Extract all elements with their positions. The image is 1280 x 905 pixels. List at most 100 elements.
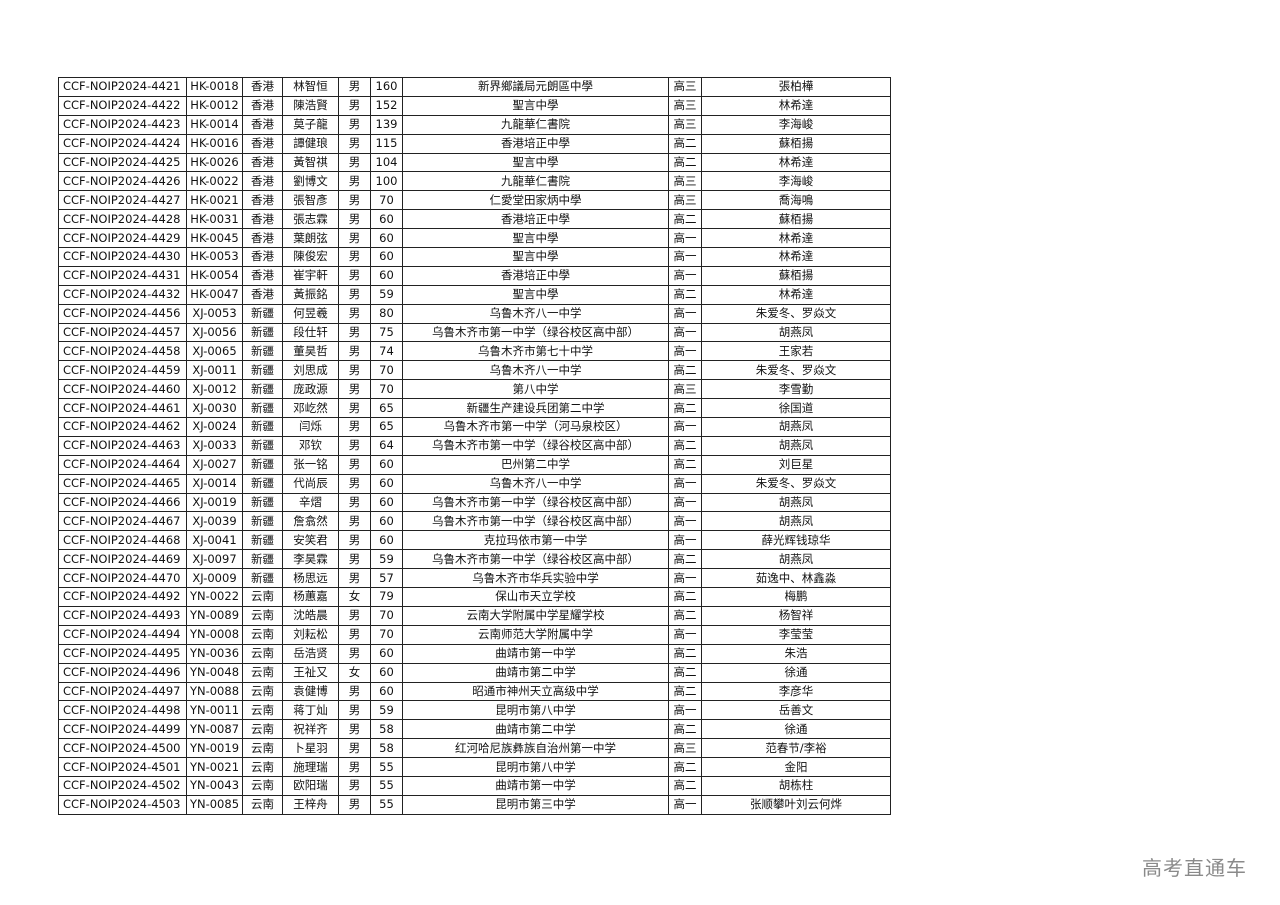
grade-cell: 高一 <box>668 624 702 645</box>
score-cell: 70 <box>370 379 403 400</box>
name-cell: 陳浩賢 <box>282 95 339 116</box>
school-cell: 乌鲁木齐八一中学 <box>402 303 669 324</box>
table-row: CCF-NOIP2024-4494 YN-0008 云南 刘耘松男 70 云南师范大学附属… <box>58 624 891 645</box>
region-cell: 云南 <box>242 643 283 664</box>
contestant-id-cell: CCF-NOIP2024-4499 <box>58 719 187 740</box>
score-cell: 60 <box>370 530 403 551</box>
name-cell: 刘思成 <box>282 360 339 381</box>
score-cell: 60 <box>370 643 403 664</box>
table-row: CCF-NOIP2024-4500 YN-0019 云南 卜星羽男 58 红河哈尼族彝族自… <box>58 738 891 759</box>
teacher-cell: 林希達 <box>701 152 891 173</box>
table-row: CCF-NOIP2024-4461 XJ-0030 新疆 邓屹然男 65 新疆生产建设兵团… <box>58 398 891 419</box>
gender-cell: 男 <box>338 681 371 702</box>
teacher-cell: 王家若 <box>701 341 891 362</box>
code-cell: YN-0085 <box>186 794 243 815</box>
region-cell: 香港 <box>242 209 283 230</box>
table-row: CCF-NOIP2024-4495 YN-0036 云南 岳浩贤男 60 曲靖市第一中学高… <box>58 643 891 664</box>
region-cell: 新疆 <box>242 341 283 362</box>
table-row: CCF-NOIP2024-4463 XJ-0033 新疆 邓钦男 64 乌鲁木齐市第一中学… <box>58 435 891 456</box>
name-cell: 沈皓晨 <box>282 605 339 626</box>
table-row: CCF-NOIP2024-4503 YN-0085 云南 王梓舟男 55 昆明市第三中学高… <box>58 794 891 815</box>
name-cell: 黃振銘 <box>282 284 339 305</box>
gender-cell: 女 <box>338 662 371 683</box>
code-cell: XJ-0011 <box>186 360 243 381</box>
code-cell: HK-0014 <box>186 114 243 135</box>
teacher-cell: 喬海鳴 <box>701 190 891 211</box>
score-cell: 60 <box>370 681 403 702</box>
contestant-id-cell: CCF-NOIP2024-4459 <box>58 360 187 381</box>
teacher-cell: 杨智祥 <box>701 605 891 626</box>
grade-cell: 高一 <box>668 511 702 532</box>
code-cell: YN-0036 <box>186 643 243 664</box>
table-row: CCF-NOIP2024-4428 HK-0031 香港 張志霖男 60 香港培正中學 高二… <box>58 209 891 230</box>
region-cell: 云南 <box>242 624 283 645</box>
region-cell: 香港 <box>242 171 283 192</box>
name-cell: 崔宇軒 <box>282 265 339 286</box>
contestant-id-cell: CCF-NOIP2024-4498 <box>58 700 187 721</box>
score-cell: 115 <box>370 133 403 154</box>
name-cell: 蒋丁灿 <box>282 700 339 721</box>
contestant-id-cell: CCF-NOIP2024-4465 <box>58 473 187 494</box>
region-cell: 云南 <box>242 794 283 815</box>
score-cell: 55 <box>370 794 403 815</box>
table-row: CCF-NOIP2024-4462 XJ-0024 新疆 闫烁男 65 乌鲁木齐市第一中学… <box>58 417 891 437</box>
code-cell: XJ-0053 <box>186 303 243 324</box>
region-cell: 香港 <box>242 228 283 249</box>
score-cell: 60 <box>370 454 403 475</box>
table-row: CCF-NOIP2024-4457 XJ-0056 新疆 段仕轩男 75 乌鲁木齐市第一中… <box>58 322 891 343</box>
region-cell: 新疆 <box>242 568 283 589</box>
table-row: CCF-NOIP2024-4470 XJ-0009 新疆 杨思远男 57 乌鲁木齐市华兵实… <box>58 568 891 589</box>
table-row: CCF-NOIP2024-4464 XJ-0027 新疆 张一铭男 60 巴州第二中学 高二… <box>58 454 891 475</box>
teacher-cell: 林希達 <box>701 284 891 305</box>
school-cell: 昭通市神州天立高级中学 <box>402 681 669 702</box>
teacher-cell: 胡燕凤 <box>701 511 891 532</box>
region-cell: 云南 <box>242 587 283 607</box>
code-cell: XJ-0014 <box>186 473 243 494</box>
region-cell: 香港 <box>242 77 283 97</box>
code-cell: YN-0011 <box>186 700 243 721</box>
school-cell: 聖言中學 <box>402 247 669 267</box>
gender-cell: 女 <box>338 587 371 607</box>
table-row: CCF-NOIP2024-4422 HK-0012 香港 陳浩賢男 152 聖言中學 高三林… <box>58 95 891 116</box>
contestant-id-cell: CCF-NOIP2024-4423 <box>58 114 187 135</box>
code-cell: HK-0018 <box>186 77 243 97</box>
table-row: CCF-NOIP2024-4458 XJ-0065 新疆 董昊哲男 74 乌鲁木齐市第七十… <box>58 341 891 362</box>
grade-cell: 高一 <box>668 265 702 286</box>
region-cell: 云南 <box>242 775 283 796</box>
gender-cell: 男 <box>338 549 371 570</box>
gender-cell: 男 <box>338 624 371 645</box>
code-cell: HK-0012 <box>186 95 243 116</box>
table-row: CCF-NOIP2024-4502 YN-0043 云南 欧阳瑞男 55 曲靖市第一中学高… <box>58 775 891 796</box>
teacher-cell: 徐国道 <box>701 398 891 419</box>
gender-cell: 男 <box>338 757 371 777</box>
code-cell: HK-0026 <box>186 152 243 173</box>
contestant-id-cell: CCF-NOIP2024-4492 <box>58 587 187 607</box>
code-cell: YN-0019 <box>186 738 243 759</box>
gender-cell: 男 <box>338 775 371 796</box>
school-cell: 曲靖市第一中学 <box>402 643 669 664</box>
grade-cell: 高一 <box>668 473 702 494</box>
gender-cell: 男 <box>338 303 371 324</box>
score-cell: 74 <box>370 341 403 362</box>
gender-cell: 男 <box>338 511 371 532</box>
results-table: CCF-NOIP2024-4421 HK-0018 香港 林智恒男 160 新界鄉議局元朗… <box>58 77 891 815</box>
code-cell: YN-0022 <box>186 587 243 607</box>
contestant-id-cell: CCF-NOIP2024-4429 <box>58 228 187 249</box>
gender-cell: 男 <box>338 398 371 419</box>
grade-cell: 高三 <box>668 77 702 97</box>
teacher-cell: 李海峻 <box>701 114 891 135</box>
contestant-id-cell: CCF-NOIP2024-4500 <box>58 738 187 759</box>
school-cell: 仁愛堂田家炳中學 <box>402 190 669 211</box>
teacher-cell: 林希達 <box>701 228 891 249</box>
code-cell: YN-0021 <box>186 757 243 777</box>
code-cell: YN-0008 <box>186 624 243 645</box>
contestant-id-cell: CCF-NOIP2024-4497 <box>58 681 187 702</box>
name-cell: 张一铭 <box>282 454 339 475</box>
grade-cell: 高二 <box>668 152 702 173</box>
table-row: CCF-NOIP2024-4421 HK-0018 香港 林智恒男 160 新界鄉議局元朗… <box>58 77 891 97</box>
school-cell: 曲靖市第二中学 <box>402 662 669 683</box>
table-row: CCF-NOIP2024-4429 HK-0045 香港 葉朗弦男 60 聖言中學 高一 林希… <box>58 228 891 249</box>
school-cell: 新界鄉議局元朗區中學 <box>402 77 669 97</box>
school-cell: 云南大学附属中学星耀学校 <box>402 605 669 626</box>
code-cell: HK-0053 <box>186 247 243 267</box>
